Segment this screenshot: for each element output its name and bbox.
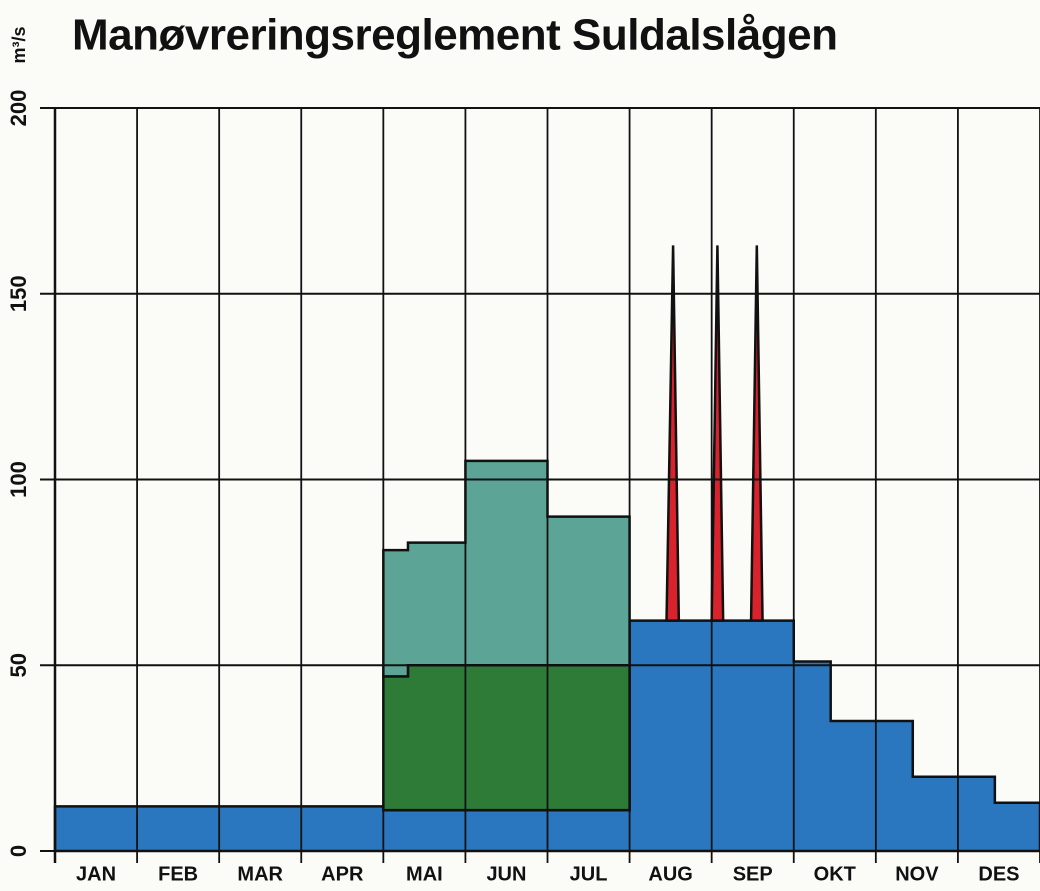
area-shape — [710, 245, 725, 622]
x-tick-label: NOV — [895, 863, 939, 885]
x-tick-label: JUN — [486, 863, 526, 885]
area-shape — [382, 664, 631, 812]
x-tick-label: JUL — [570, 863, 608, 885]
y-tick-label: 150 — [6, 275, 31, 312]
x-tick-label: AUG — [648, 863, 692, 885]
x-tick-label: DES — [978, 863, 1019, 885]
area-shape — [665, 245, 681, 622]
x-tick-label: OKT — [814, 863, 856, 885]
y-tick-label: 100 — [6, 461, 31, 498]
x-tick-label: MAR — [237, 863, 283, 885]
x-tick-label: FEB — [158, 863, 198, 885]
x-tick-label: MAI — [406, 863, 443, 885]
y-tick-label: 0 — [6, 845, 31, 857]
y-axis-label: m³/s — [9, 26, 29, 63]
area-shape — [749, 245, 764, 622]
y-tick-label: 200 — [6, 90, 31, 127]
x-tick-label: JAN — [76, 863, 116, 885]
chart-title: Manøvreringsreglement Suldalslågen — [72, 11, 837, 60]
x-tick-label: APR — [321, 863, 364, 885]
x-tick-label: SEP — [733, 863, 773, 885]
y-tick-label: 50 — [6, 653, 31, 677]
